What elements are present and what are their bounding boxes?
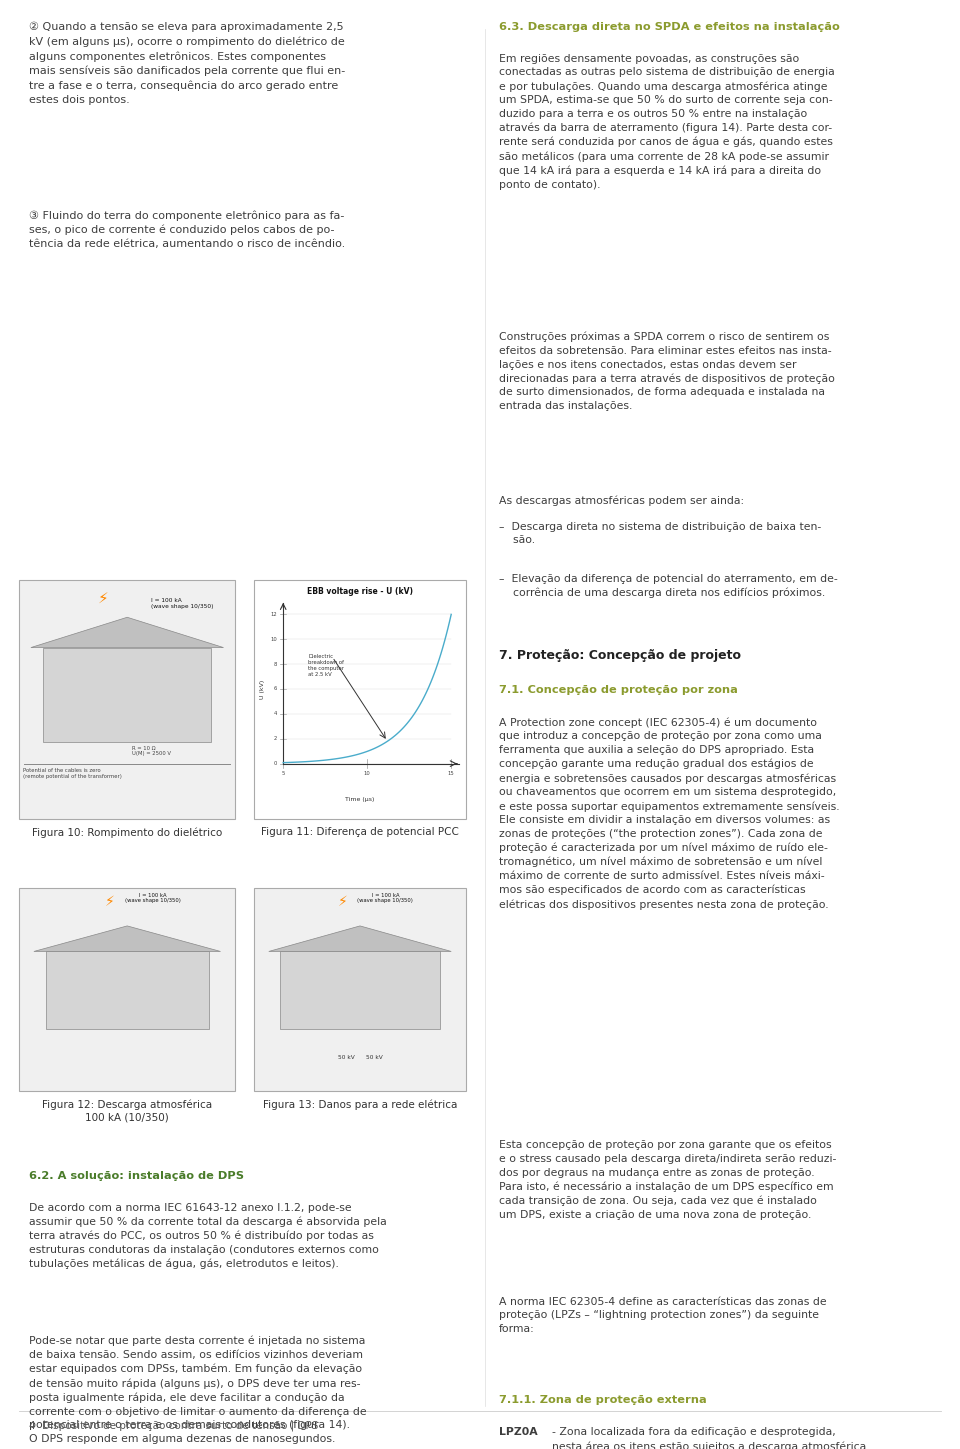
- Polygon shape: [269, 926, 451, 952]
- Text: Em regiões densamente povoadas, as construções são
conectadas as outras pelo sis: Em regiões densamente povoadas, as const…: [499, 54, 835, 190]
- Text: EBB voltage rise - U (kV): EBB voltage rise - U (kV): [307, 587, 413, 596]
- Text: De acordo com a norma IEC 61643-12 anexo I.1.2, pode-se
assumir que 50 % da corr: De acordo com a norma IEC 61643-12 anexo…: [29, 1203, 387, 1269]
- Text: ⚡: ⚡: [98, 591, 108, 606]
- Text: Figura 12: Descarga atmosférica
100 kA (10/350): Figura 12: Descarga atmosférica 100 kA (…: [42, 1100, 212, 1123]
- Text: 6.3. Descarga direta no SPDA e efeitos na instalação: 6.3. Descarga direta no SPDA e efeitos n…: [499, 22, 840, 32]
- FancyBboxPatch shape: [45, 952, 209, 1029]
- Polygon shape: [31, 617, 224, 648]
- Text: I = 100 kA
(wave shape 10/350): I = 100 kA (wave shape 10/350): [357, 893, 414, 903]
- Text: 7. Proteção: Concepção de projeto: 7. Proteção: Concepção de projeto: [499, 649, 741, 662]
- Text: As descargas atmosféricas podem ser ainda:: As descargas atmosféricas podem ser aind…: [499, 496, 744, 506]
- Text: 6: 6: [274, 687, 277, 691]
- Text: I = 100 kA
(wave shape 10/350): I = 100 kA (wave shape 10/350): [125, 893, 181, 903]
- Text: Figura 13: Danos para a rede elétrica: Figura 13: Danos para a rede elétrica: [263, 1100, 457, 1110]
- Text: Figura 11: Diferença de potencial PCC: Figura 11: Diferença de potencial PCC: [261, 827, 459, 838]
- FancyBboxPatch shape: [19, 580, 235, 819]
- Text: 6.2. A solução: instalação de DPS: 6.2. A solução: instalação de DPS: [29, 1171, 244, 1181]
- FancyBboxPatch shape: [254, 888, 466, 1091]
- Text: –  Elevação da diferença de potencial do aterramento, em de-
    corrência de um: – Elevação da diferença de potencial do …: [499, 574, 838, 598]
- Text: 4  Dispositivo de proteção contra surto de tensão | DPS: 4 Dispositivo de proteção contra surto d…: [29, 1420, 318, 1430]
- Text: R = 10 Ω
U(M) = 2500 V: R = 10 Ω U(M) = 2500 V: [132, 746, 171, 756]
- Text: 8: 8: [274, 662, 277, 667]
- Text: 7.1. Concepção de proteção por zona: 7.1. Concepção de proteção por zona: [499, 685, 738, 696]
- Text: 12: 12: [271, 611, 277, 617]
- Text: Esta concepção de proteção por zona garante que os efeitos
e o stress causado pe: Esta concepção de proteção por zona gara…: [499, 1140, 836, 1220]
- Text: 7.1.1. Zona de proteção externa: 7.1.1. Zona de proteção externa: [499, 1395, 707, 1406]
- Text: 4: 4: [274, 711, 277, 716]
- Text: 15: 15: [447, 771, 455, 777]
- Text: Construções próximas a SPDA correm o risco de sentirem os
efeitos da sobretensão: Construções próximas a SPDA correm o ris…: [499, 332, 835, 412]
- Text: ⚡: ⚡: [338, 895, 348, 910]
- Text: 10: 10: [271, 636, 277, 642]
- Text: ③ Fluindo do terra do componente eletrônico para as fa-
ses, o pico de corrente : ③ Fluindo do terra do componente eletrôn…: [29, 210, 345, 249]
- Polygon shape: [34, 926, 221, 952]
- Text: I = 100 kA
(wave shape 10/350): I = 100 kA (wave shape 10/350): [152, 598, 214, 609]
- FancyBboxPatch shape: [280, 952, 440, 1029]
- Text: - Zona localizada fora da edificação e desprotegida,
nesta área os itens estão s: - Zona localizada fora da edificação e d…: [552, 1427, 883, 1449]
- Text: Figura 10: Rompimento do dielétrico: Figura 10: Rompimento do dielétrico: [32, 827, 223, 838]
- Text: 2: 2: [274, 736, 277, 742]
- Text: A Protection zone concept (IEC 62305-4) é um documento
que introduz a concepção : A Protection zone concept (IEC 62305-4) …: [499, 717, 840, 910]
- Text: Potential of the cables is zero
(remote potential of the transformer): Potential of the cables is zero (remote …: [23, 768, 122, 778]
- Text: ⚡: ⚡: [105, 895, 115, 910]
- Text: ② Quando a tensão se eleva para aproximadamente 2,5
kV (em alguns μs), ocorre o : ② Quando a tensão se eleva para aproxima…: [29, 22, 345, 106]
- Text: Pode-se notar que parte desta corrente é injetada no sistema
de baixa tensão. Se: Pode-se notar que parte desta corrente é…: [29, 1336, 367, 1443]
- Text: 5: 5: [281, 771, 285, 777]
- Text: 0: 0: [274, 761, 277, 767]
- Text: 50 kV      50 kV: 50 kV 50 kV: [338, 1055, 382, 1061]
- FancyBboxPatch shape: [43, 648, 211, 742]
- Text: Time (μs): Time (μs): [346, 797, 374, 803]
- Text: Dielectric
breakdown of
the computer
at 2.5 kV: Dielectric breakdown of the computer at …: [308, 653, 345, 677]
- Text: U (kV): U (kV): [259, 680, 265, 698]
- Text: –  Descarga direta no sistema de distribuição de baixa ten-
    são.: – Descarga direta no sistema de distribu…: [499, 522, 822, 545]
- FancyBboxPatch shape: [254, 580, 466, 819]
- Text: LPZ0A: LPZ0A: [499, 1427, 538, 1437]
- Text: 10: 10: [364, 771, 371, 777]
- Text: A norma IEC 62305-4 define as características das zonas de
proteção (LPZs – “lig: A norma IEC 62305-4 define as caracterís…: [499, 1297, 827, 1335]
- FancyBboxPatch shape: [19, 888, 235, 1091]
